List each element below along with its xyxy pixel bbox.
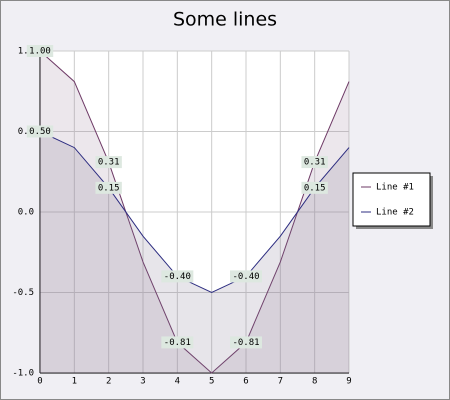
chart-title: Some lines [173, 9, 277, 31]
value-label: 1.00 [29, 47, 51, 57]
value-label: -0.81 [164, 338, 191, 348]
value-label-bg [95, 181, 122, 194]
value-label-bg [26, 45, 54, 57]
x-tick-label: 9 [346, 377, 351, 387]
x-tick-label: 6 [243, 377, 248, 387]
x-tick-label: 1 [72, 377, 77, 387]
value-label: 0.15 [98, 183, 120, 193]
value-label-bg [301, 156, 328, 169]
value-label-bg [26, 125, 54, 138]
value-label-bg [301, 181, 328, 194]
value-label-bg [230, 336, 262, 349]
value-label-bg [161, 270, 194, 283]
area [40, 51, 349, 373]
value-label-bg [161, 336, 194, 349]
y-tick-label: 0.5 [18, 127, 34, 137]
x-tick-label: 8 [312, 377, 317, 387]
value-label: -0.40 [164, 272, 191, 282]
value-label: 0.31 [304, 158, 326, 168]
x-tick-label: 7 [278, 377, 283, 387]
y-tick-label: -0.5 [12, 288, 34, 298]
value-label: 0.15 [304, 183, 326, 193]
value-label: -0.40 [232, 272, 259, 282]
x-tick-label: 0 [37, 377, 42, 387]
value-label: 0.50 [29, 127, 51, 137]
value-label-bg [95, 156, 122, 169]
x-tick-label: 5 [209, 377, 214, 387]
value-label: -0.81 [232, 338, 259, 348]
y-tick-label: -1.0 [12, 369, 34, 379]
x-tick-label: 4 [175, 377, 180, 387]
value-label-bg [230, 270, 262, 283]
legend-label: Line #1 [376, 183, 414, 193]
legend [352, 172, 431, 227]
area [40, 131, 349, 373]
value-label: 0.31 [98, 158, 120, 168]
legend-label: Line #2 [376, 208, 414, 218]
x-tick-label: 2 [106, 377, 111, 387]
x-tick-label: 3 [140, 377, 145, 387]
y-tick-label: 0.0 [18, 208, 34, 218]
line [39, 131, 350, 294]
y-tick-label: 1.0 [18, 47, 34, 57]
